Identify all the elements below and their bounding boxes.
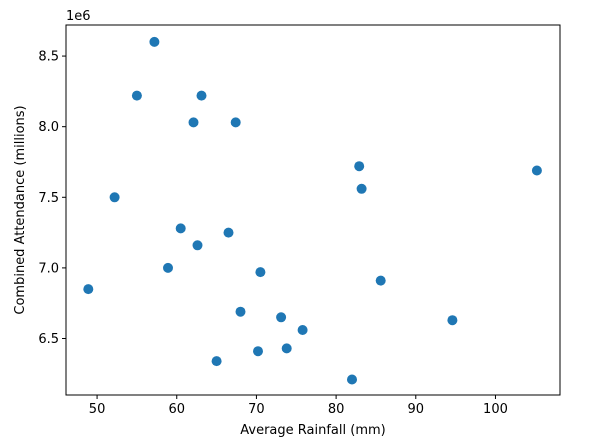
- data-point: [109, 192, 120, 203]
- x-tick-label: 90: [408, 402, 425, 417]
- data-point: [347, 374, 357, 385]
- data-point: [223, 227, 234, 238]
- data-point: [131, 90, 142, 101]
- x-tick-label: 60: [168, 402, 185, 417]
- y-tick-label: 8.0: [38, 120, 59, 135]
- y-tick-label: 7.0: [38, 261, 59, 276]
- data-point: [354, 161, 365, 172]
- x-tick-label: 70: [248, 402, 265, 417]
- x-axis: 50 60 70 80 90 100: [89, 395, 508, 417]
- data-point: [281, 343, 292, 354]
- y-axis-label: Combined Attendance (millions): [13, 105, 28, 314]
- data-point: [255, 267, 266, 278]
- x-tick-label: 50: [89, 402, 106, 417]
- data-point: [196, 90, 207, 101]
- data-point: [276, 312, 287, 323]
- data-point: [447, 315, 458, 326]
- data-point: [188, 117, 199, 128]
- data-point: [211, 356, 222, 367]
- y-tick-label: 7.5: [38, 191, 59, 206]
- data-point: [83, 284, 94, 295]
- data-point: [356, 183, 367, 194]
- y-axis-offset-label: 1e6: [66, 9, 91, 24]
- data-point: [149, 36, 160, 47]
- data-point: [253, 346, 263, 357]
- data-point: [297, 325, 308, 335]
- y-axis: 6.5 7.0 7.5 8.0 8.5: [38, 50, 66, 347]
- x-tick-label: 100: [483, 402, 508, 417]
- x-axis-label: Average Rainfall (mm): [240, 423, 385, 438]
- x-tick-label: 80: [328, 402, 345, 417]
- data-point: [230, 117, 241, 128]
- y-tick-label: 8.5: [38, 50, 59, 65]
- data-points: [83, 36, 542, 385]
- data-point: [175, 223, 186, 234]
- y-tick-label: 6.5: [38, 332, 59, 347]
- data-point: [163, 262, 173, 273]
- data-point: [192, 240, 203, 251]
- data-point: [375, 275, 386, 286]
- axes-frame: [65, 24, 561, 396]
- plot-area: [65, 24, 561, 396]
- data-point: [235, 306, 246, 317]
- data-point: [531, 165, 542, 176]
